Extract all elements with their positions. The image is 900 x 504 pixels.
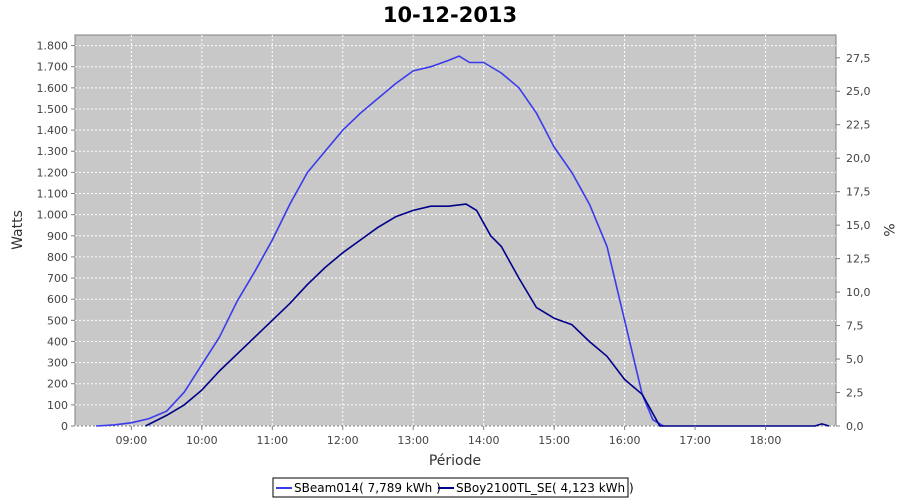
series-line-0	[96, 55, 664, 427]
y-tick-label: 700	[47, 272, 68, 285]
x-tick-label: 09:00	[116, 434, 148, 447]
x-tick-label: 16:00	[609, 434, 641, 447]
y-tick-label: 1.100	[37, 188, 69, 201]
series-lines	[96, 55, 830, 427]
x-tick-label: 11:00	[256, 434, 288, 447]
y-tick-label: 500	[47, 314, 68, 327]
x-tick-label: 18:00	[750, 434, 782, 447]
y2-tick-label: 22,5	[846, 119, 871, 132]
x-tick-label: 14:00	[468, 434, 500, 447]
y2-tick-label: 27,5	[846, 52, 871, 65]
y-axis-ticks: 0 100 200 300 400 500 600 700 800 900 1.000 1.100 1.…	[37, 40, 75, 433]
legend-label-0: SBeam014( 7,789 kWh )	[294, 481, 441, 495]
y-tick-label: 1.800	[37, 40, 69, 53]
y-tick-label: 1.500	[37, 103, 69, 116]
y-tick-label: 900	[47, 230, 68, 243]
legend-label-1: SBoy2100TL_SE( 4,123 kWh )	[456, 481, 634, 495]
y-tick-label: 1.000	[37, 209, 69, 222]
y2-tick-label: 12,5	[846, 253, 871, 266]
y-tick-label: 800	[47, 251, 68, 264]
y-tick-label: 0	[61, 420, 68, 433]
y-tick-label: 1.700	[37, 61, 69, 74]
y-tick-label: 400	[47, 335, 68, 348]
y-tick-label: 600	[47, 293, 68, 306]
y2-tick-label: 17,5	[846, 186, 871, 199]
x-tick-label: 13:00	[397, 434, 429, 447]
plot-area	[74, 34, 837, 427]
x-tick-label: 15:00	[538, 434, 570, 447]
y2-axis-label: %	[880, 223, 896, 236]
y-tick-label: 1.200	[37, 166, 69, 179]
x-tick-label: 12:00	[327, 434, 359, 447]
y2-tick-label: 7,5	[846, 320, 864, 333]
y2-tick-label: 0,0	[846, 420, 864, 433]
x-axis-label: Période	[429, 453, 481, 469]
y-tick-label: 1.600	[37, 82, 69, 95]
y2-tick-label: 10,0	[846, 286, 871, 299]
y2-tick-label: 15,0	[846, 219, 871, 232]
y-tick-label: 300	[47, 357, 68, 370]
x-tick-label: 17:00	[679, 434, 711, 447]
y2-tick-label: 5,0	[846, 353, 864, 366]
series-line-1	[145, 203, 830, 427]
grid	[75, 35, 836, 427]
x-axis-ticks: 09:00 10:00 11:00 12:00 13:00 14:00 15:00 16:00…	[116, 426, 782, 447]
y-tick-label: 1.400	[37, 124, 69, 137]
y-axis-label: Watts	[10, 210, 26, 250]
x-tick-label: 10:00	[186, 434, 218, 447]
y2-tick-label: 20,0	[846, 152, 871, 165]
y2-tick-label: 25,0	[846, 85, 871, 98]
chart-title: 10-12-2013	[383, 3, 517, 27]
y-tick-label: 200	[47, 378, 68, 391]
y2-axis-ticks: 0,0 2,5 5,0 7,5 10,0 12,5 15,0 17,5 20,0 22,5 25,0…	[836, 52, 871, 433]
y-tick-label: 1.300	[37, 145, 69, 158]
y2-tick-label: 2,5	[846, 387, 864, 400]
y-tick-label: 100	[47, 399, 68, 412]
